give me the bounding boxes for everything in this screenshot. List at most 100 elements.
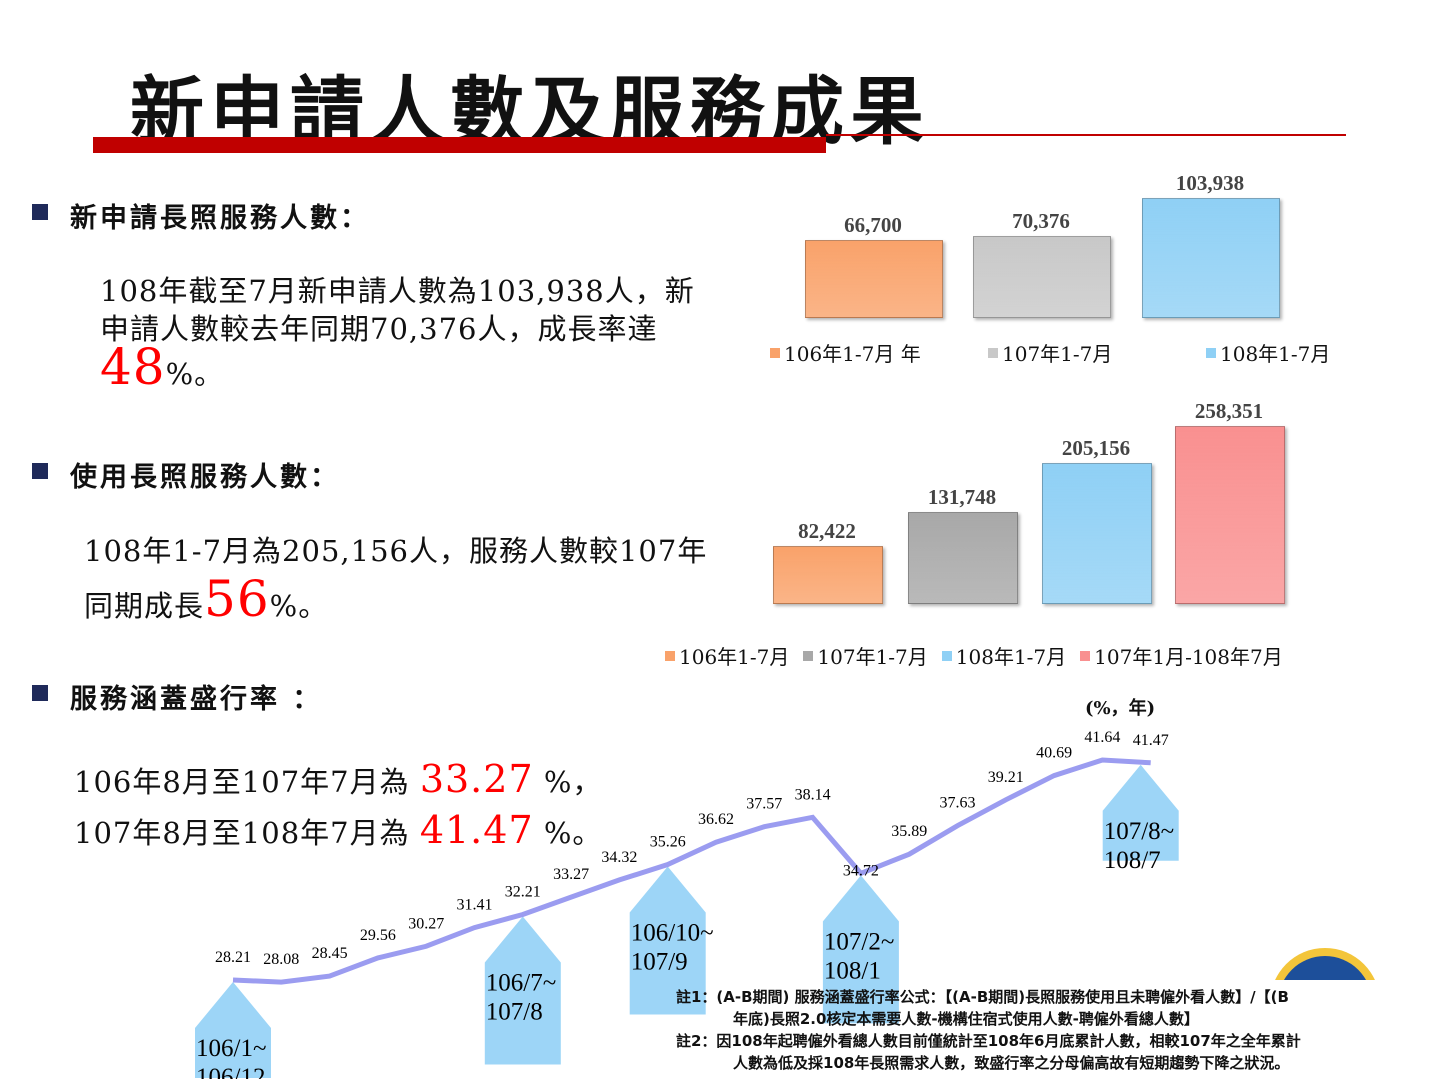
new-applicants-bar-chart: 66,700 70,376 103,938 bbox=[790, 160, 1310, 318]
text-line: 申請人數較去年同期70,376人，成長率達 bbox=[100, 312, 658, 346]
legend-label: 108年1-7月 bbox=[1220, 342, 1331, 366]
legend-swatch bbox=[1206, 347, 1216, 358]
data-label: 28.08 bbox=[263, 951, 299, 968]
text: 107年8月至108年7月為 bbox=[74, 816, 410, 850]
line-chart-unit-label: (%，年) bbox=[1085, 698, 1156, 719]
service-users-bar-chart: 82,422 131,748 205,156 258,351 bbox=[760, 390, 1300, 604]
legend-swatch bbox=[1080, 650, 1091, 661]
callout-label: 106/12 bbox=[196, 1064, 265, 1079]
data-label: 31.41 bbox=[457, 897, 493, 914]
section1-text: 108年截至7月新申請人數為103,938人，新 申請人數較去年同期70,376… bbox=[100, 272, 695, 393]
callout-label: 107/2~ bbox=[824, 928, 894, 955]
callout-label: 106/1~ bbox=[196, 1035, 266, 1062]
data-label: 131,748 bbox=[927, 485, 997, 510]
chart2-legend: 106年1-7月 107年1-7月 108年1-7月 107年1月-108年7月 bbox=[665, 641, 1283, 670]
data-label: 258,351 bbox=[1194, 399, 1264, 424]
data-label: 28.45 bbox=[312, 945, 348, 962]
data-label: 32.21 bbox=[505, 883, 541, 900]
bullet-icon bbox=[32, 685, 48, 701]
legend-item: 108年1-7月 bbox=[1206, 338, 1424, 367]
callout-label: 107/8~ bbox=[1104, 818, 1174, 845]
legend-swatch bbox=[941, 650, 952, 661]
legend-swatch bbox=[803, 650, 814, 661]
bar bbox=[773, 545, 883, 604]
growth-rate: 56 bbox=[204, 570, 270, 628]
note1-cont: 年底)長照2.0核定本需要人數-機構住宿式使用人數-聘僱外看總人數】 bbox=[733, 1010, 1199, 1028]
data-label: 37.57 bbox=[746, 796, 782, 813]
text-line: 同期成長 bbox=[84, 589, 205, 623]
bar bbox=[973, 235, 1111, 318]
title-underline-line bbox=[826, 134, 1346, 136]
legend-item: 107年1月-108年7月 bbox=[1080, 641, 1283, 670]
callout-label: 108/7 bbox=[1104, 847, 1161, 874]
data-label: 33.27 bbox=[553, 866, 589, 883]
text-line: 108年截至7月新申請人數為103,938人，新 bbox=[100, 274, 695, 308]
legend-item: 107年1-7月 bbox=[988, 338, 1206, 367]
bar bbox=[1175, 426, 1285, 604]
legend-swatch bbox=[988, 347, 998, 358]
text: 106年8月至107年7月為 bbox=[74, 765, 410, 799]
section2-heading: 使用長照服務人數： bbox=[70, 462, 340, 493]
period-callout bbox=[629, 866, 706, 1015]
legend-label: 107年1月-108年7月 bbox=[1094, 645, 1283, 669]
data-label: 66,700 bbox=[844, 212, 902, 237]
legend-label: 108年1-7月 bbox=[955, 645, 1067, 669]
callout-label: 107/9 bbox=[631, 949, 688, 976]
section1-heading: 新申請長照服務人數： bbox=[70, 203, 370, 234]
data-label: 38.14 bbox=[795, 786, 831, 803]
data-label: 35.26 bbox=[650, 834, 686, 851]
data-label: 103,938 bbox=[1175, 170, 1245, 195]
section3-text: 106年8月至107年7月為 33.27 %， 107年8月至108年7月為 4… bbox=[74, 755, 602, 857]
bar bbox=[1142, 197, 1280, 318]
data-label: 35.89 bbox=[891, 823, 927, 840]
data-label: 41.47 bbox=[1133, 732, 1169, 749]
rate-suffix: %。 bbox=[165, 357, 225, 391]
legend-item: 106年1-7月 bbox=[665, 641, 789, 670]
note2-cont: 人數為低及採108年長照需求人數，致盛行率之分母偏高故有短期趨勢下降之狀況。 bbox=[733, 1054, 1290, 1072]
text-line: 108年1-7月為205,156人，服務人數較107年 bbox=[84, 534, 708, 568]
text: %。 bbox=[543, 816, 603, 850]
legend-item: 108年1-7月 bbox=[941, 641, 1067, 670]
period-callout bbox=[484, 916, 561, 1065]
data-label: 34.32 bbox=[601, 849, 637, 866]
section3-heading: 服務涵蓋盛行率 ： bbox=[70, 684, 323, 715]
legend-label: 106年1-7月 年 bbox=[784, 342, 921, 366]
callout-label: 107/8 bbox=[486, 998, 543, 1025]
bar bbox=[1042, 462, 1152, 604]
legend-item: 107年1-7月 bbox=[803, 641, 928, 670]
period-callout bbox=[195, 982, 271, 1078]
callout-label: 106/7~ bbox=[486, 969, 556, 996]
data-label: 39.21 bbox=[988, 769, 1024, 786]
bullet-icon bbox=[32, 463, 48, 479]
bar bbox=[805, 239, 943, 318]
data-label: 30.27 bbox=[408, 915, 444, 932]
legend-label: 107年1-7月 bbox=[817, 645, 928, 669]
text: %， bbox=[543, 765, 603, 799]
coverage-rate-line bbox=[232, 757, 1151, 985]
title-underline-bar bbox=[93, 137, 826, 153]
legend-item: 106年1-7月 年 bbox=[770, 338, 988, 367]
rate-suffix: %。 bbox=[269, 589, 329, 623]
note1: 註1：(A-B期間) 服務涵蓋盛行率公式：【(A-B期間)長照服務使用且未聘僱外… bbox=[676, 988, 1289, 1006]
data-label: 41.64 bbox=[1084, 729, 1120, 746]
bullet-icon bbox=[32, 204, 48, 220]
data-label: 82,422 bbox=[798, 518, 856, 543]
rate-value: 33.27 bbox=[419, 757, 534, 801]
callout-label: 108/1 bbox=[824, 957, 881, 984]
section2-text: 108年1-7月為205,156人，服務人數較107年 同期成長56%。 bbox=[84, 532, 707, 625]
legend-label: 106年1-7月 bbox=[679, 645, 790, 669]
footnotes: 註1：(A-B期間) 服務涵蓋盛行率公式：【(A-B期間)長照服務使用且未聘僱外… bbox=[676, 986, 1301, 1074]
legend-swatch bbox=[770, 347, 780, 358]
bar bbox=[908, 512, 1018, 604]
legend-swatch bbox=[665, 650, 675, 661]
data-label: 37.63 bbox=[940, 795, 976, 812]
data-label: 205,156 bbox=[1061, 435, 1131, 460]
growth-rate: 48 bbox=[100, 338, 166, 396]
data-label: 34.72 bbox=[843, 862, 879, 879]
ministry-logo bbox=[1270, 948, 1380, 980]
period-callout bbox=[1102, 764, 1179, 861]
data-label: 36.62 bbox=[698, 811, 734, 828]
rate-value: 41.47 bbox=[419, 808, 534, 852]
data-label: 70,376 bbox=[1012, 208, 1070, 233]
